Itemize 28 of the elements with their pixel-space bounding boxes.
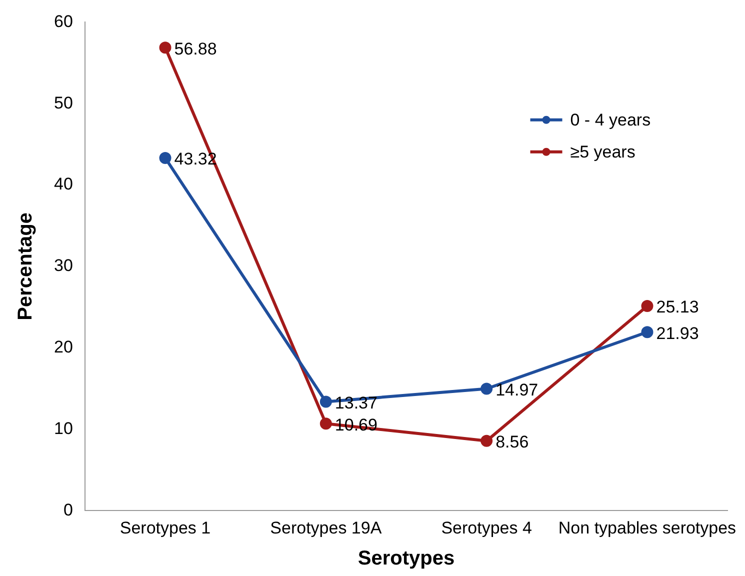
y-tick-label: 40 xyxy=(54,174,73,194)
legend-label: ≥5 years xyxy=(570,142,636,162)
y-tick-label: 20 xyxy=(54,337,73,356)
data-label: 14.97 xyxy=(496,380,538,400)
x-tick-label: Serotypes 19A xyxy=(270,518,382,538)
data-label: 56.88 xyxy=(174,39,217,58)
point xyxy=(641,300,654,312)
y-tick-label: 50 xyxy=(54,93,73,112)
y-tick-label: 60 xyxy=(54,12,73,31)
y-axis-title: Percentage xyxy=(14,212,37,320)
point xyxy=(480,382,493,395)
data-label: 8.56 xyxy=(496,432,529,452)
y-tick-label: 0 xyxy=(63,500,73,520)
point xyxy=(320,418,332,430)
point xyxy=(159,152,172,164)
x-axis-title: Serotypes xyxy=(358,548,455,570)
data-label: 21.93 xyxy=(656,324,699,343)
x-tick-label: Serotypes 4 xyxy=(441,518,532,538)
x-tick-label: Non typables serotypes xyxy=(558,518,736,538)
y-tick-label: 30 xyxy=(54,256,73,276)
y-tick-label: 10 xyxy=(54,418,73,438)
point xyxy=(641,326,654,338)
point xyxy=(320,396,332,408)
data-label: 25.13 xyxy=(656,298,699,317)
point xyxy=(159,42,172,54)
legend-label: 0 - 4 years xyxy=(570,110,651,130)
x-tick-label: Serotypes 1 xyxy=(120,518,211,538)
point xyxy=(480,434,493,447)
